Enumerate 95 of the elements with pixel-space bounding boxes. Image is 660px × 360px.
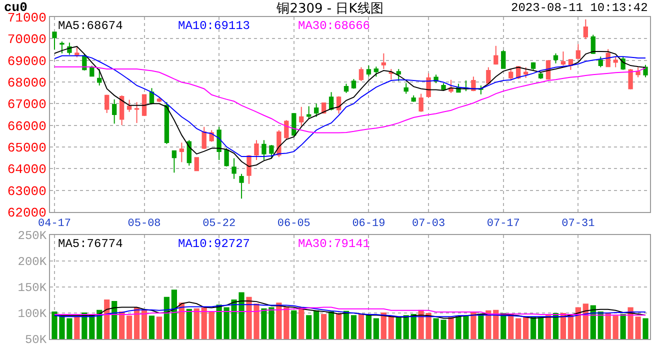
y-tick-label: 250K	[18, 229, 48, 244]
y-tick-label: 70000	[7, 32, 46, 48]
candlestick	[134, 102, 140, 124]
candlestick	[142, 94, 147, 117]
candlestick	[560, 50, 566, 66]
candlestick	[366, 65, 372, 78]
text: MA10:92727	[178, 237, 250, 251]
chart-title: 铜2309 - 日K线图	[276, 2, 384, 17]
candlestick	[232, 158, 236, 180]
candlestick	[538, 72, 544, 80]
y-tick-label: 64000	[7, 162, 46, 178]
candlestick	[418, 93, 424, 112]
candlestick	[112, 98, 117, 124]
candlestick	[202, 126, 206, 150]
candlestick	[501, 50, 506, 69]
y-tick-label: 71000	[7, 10, 46, 26]
x-tick-label: 07-31	[562, 218, 596, 230]
x-tick-label: 06-19	[352, 218, 386, 230]
y-tick-label: 65000	[7, 140, 46, 156]
candlestick	[306, 106, 312, 120]
x-tick-label: 05-08	[128, 218, 161, 230]
y-tick-label: 100K	[18, 307, 48, 322]
candlestick	[508, 68, 514, 81]
candlestick	[411, 94, 416, 102]
y-tick-label: 66000	[7, 118, 46, 134]
candlestick	[254, 140, 259, 160]
candlestick	[628, 68, 633, 90]
candlestick	[194, 157, 199, 172]
y-tick-label: 67000	[7, 97, 46, 112]
candlestick	[396, 68, 401, 82]
candlestick	[119, 94, 124, 126]
candlestick	[426, 72, 431, 98]
candlestick	[613, 56, 618, 68]
x-tick-label: 06-05	[277, 218, 310, 230]
candlestick	[636, 66, 640, 78]
candlestick	[284, 120, 289, 140]
candlestick	[478, 84, 484, 95]
candlestick	[60, 40, 64, 54]
y-tick-label: 150K	[18, 281, 48, 296]
candlestick	[486, 66, 491, 84]
candlestick	[598, 56, 603, 68]
text: MA10:69113	[178, 19, 250, 33]
candlestick	[523, 66, 528, 78]
y-tick-label: 69000	[7, 54, 46, 69]
x-tick-label: 07-17	[486, 218, 520, 230]
candlestick	[179, 142, 184, 163]
candlestick	[471, 76, 476, 92]
candlestick	[216, 126, 222, 160]
candlestick	[441, 82, 446, 91]
candlestick	[388, 68, 394, 80]
candlestick	[358, 66, 364, 82]
line-series	[54, 46, 646, 167]
text: 2023-08-11 10:13:42	[511, 1, 648, 15]
line-series	[54, 304, 646, 318]
candlestick	[328, 92, 334, 111]
line-series	[54, 66, 646, 134]
candlestick	[246, 154, 252, 184]
candlestick	[314, 103, 319, 118]
line-series	[54, 306, 646, 316]
series-label: MA5:68674	[58, 19, 123, 33]
candlestick	[583, 18, 588, 40]
candlestick	[239, 173, 244, 200]
candlestick	[553, 52, 558, 64]
text: MA5:76774	[58, 237, 123, 251]
x-tick-label: 07-03	[412, 218, 446, 230]
candlestick	[590, 34, 596, 55]
x-tick-label: 05-22	[202, 218, 236, 230]
candlestick	[126, 99, 132, 112]
candlestick	[351, 78, 356, 90]
candlestick	[643, 64, 648, 78]
candlestick	[344, 83, 349, 94]
y-tick-label: 50K	[24, 333, 48, 348]
candlestick	[74, 46, 80, 58]
y-tick-label: 68000	[7, 76, 46, 91]
candlestick	[172, 150, 177, 174]
y-tick-label: 200K	[18, 255, 48, 270]
text: MA30:79141	[298, 237, 370, 251]
candlestick	[299, 106, 304, 127]
candlestick	[269, 144, 274, 159]
candlestick	[262, 140, 266, 160]
candlestick	[494, 45, 498, 66]
candlestick	[576, 44, 581, 60]
candlestick	[164, 102, 170, 144]
y-tick-label: 63000	[7, 184, 46, 199]
candlestick	[52, 32, 57, 50]
line-series	[54, 55, 646, 158]
candlestick	[530, 62, 536, 70]
candlestick	[97, 68, 102, 86]
candlestick	[404, 82, 408, 94]
candlestick	[374, 66, 379, 78]
candlestick	[104, 94, 110, 114]
candlestick	[224, 148, 229, 167]
x-tick-label: 04-17	[38, 218, 71, 230]
text: MA30:68666	[298, 19, 370, 33]
candlestick	[381, 52, 386, 70]
